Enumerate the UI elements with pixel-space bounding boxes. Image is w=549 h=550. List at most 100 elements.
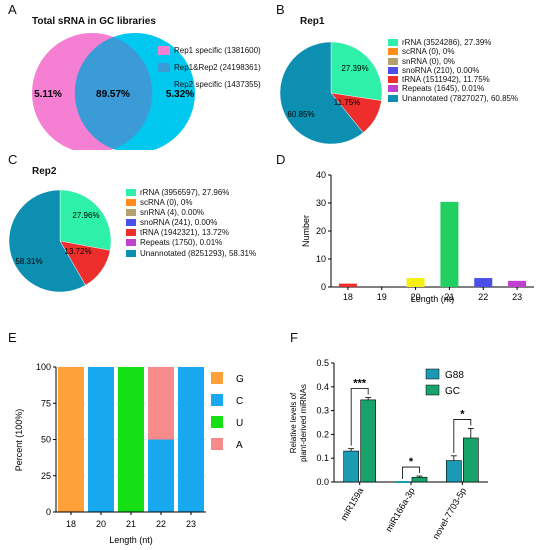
venn-diagram: 5.11% 89.57% 5.32% [32, 33, 195, 150]
legend-swatch [126, 209, 136, 217]
legend-swatch [126, 219, 136, 227]
x-tick-label: 23 [512, 292, 522, 302]
y-axis-label: plant-derived miRNAs [299, 384, 308, 462]
y-tick-label: 0.2 [316, 429, 329, 439]
y-axis-label: Percent (100%) [14, 409, 24, 472]
pie-legend-rep2: rRNA (3956597), 27.96% scRNA (0), 0% snRNA… [126, 188, 256, 259]
panel-c: C Rep2 27.96% 13.72% 58.31% rRNA (3956597)… [0, 150, 270, 305]
pie-slice-rrna [59, 189, 112, 251]
pie-legend-item: Repeats (1645), 0.01% [388, 84, 518, 93]
y-tick-label: 0.5 [316, 358, 329, 368]
panel-letter-a: A [8, 2, 17, 17]
legend-swatch-G [211, 372, 223, 384]
legend-swatch [126, 229, 136, 237]
legend-label-G88: G88 [445, 370, 464, 381]
bar-22 [474, 278, 493, 287]
legend-label-A: A [236, 440, 243, 451]
y-tick-label: 0.0 [316, 477, 329, 487]
pie-legend-item: Repeats (1750), 0.01% [126, 238, 256, 248]
legend-label-G: G [236, 374, 244, 385]
x-tick-label: 21 [126, 519, 136, 529]
legend-label: scRNA (0), 0% [140, 198, 193, 208]
legend-label: rRNA (3956597), 27.96% [140, 188, 230, 197]
pie-legend-item: rRNA (3956597), 27.96% [126, 188, 256, 198]
y-axis-label: Number [301, 215, 311, 247]
venn-legend-item: Rep1&Rep2 (24198361) [158, 62, 261, 73]
pie-legend-item: scRNA (0), 0% [126, 198, 256, 208]
pie-chart-rep1: 27.39% 11.75% 60.85% [279, 41, 383, 145]
legend-label: Rep2 specific (1437355) [174, 80, 261, 89]
significance-marker: *** [353, 378, 367, 390]
bar-23 [508, 280, 527, 287]
pie-legend-item: tRNA (1511942), 11.75% [388, 75, 518, 84]
panel-letter-c: C [8, 152, 18, 167]
bar-GC-miR166a-3p [411, 476, 428, 483]
y-tick-label: 30 [316, 198, 326, 208]
legend-label: snRNA (4), 0.00% [140, 208, 205, 218]
venn-overlap [74, 36, 153, 150]
bar-segment-G-18 [58, 367, 84, 512]
legend-label: rRNA (3524286), 27.39% [402, 38, 492, 47]
pie-legend-item: snRNA (0), 0% [388, 57, 518, 66]
significance-bracket [350, 388, 369, 446]
legend-label: snRNA (0), 0% [402, 56, 455, 66]
legend-label: tRNA (1942321), 13.72% [140, 228, 229, 238]
bar-20 [406, 278, 425, 287]
base-composition-chart: 18 20 21 22 23 0 25 50 75 100 Length (nt) Percent (… [14, 362, 244, 545]
y-tick-label: 0.4 [316, 382, 329, 392]
x-tick-label: miR159a [339, 486, 366, 522]
panel-b: B Rep1 27.39% 11.75% 60.85% rRNA (3524286)… [276, 0, 549, 150]
y-tick-label: 10 [316, 254, 326, 264]
y-axis-label: Relative levels of [289, 392, 298, 453]
x-tick-label: 22 [478, 292, 488, 302]
pie-slice-rrna [330, 41, 383, 101]
legend-label: Rep1&Rep2 (24198361) [174, 63, 261, 72]
panel-letter-e: E [8, 330, 17, 345]
legend-label: scRNA (0), 0% [402, 47, 455, 57]
significance-bracket [453, 419, 472, 453]
y-tick-label: 0.3 [316, 406, 329, 416]
bar-GC-miR159a [360, 399, 376, 483]
legend-swatch [388, 66, 398, 74]
legend-swatch [388, 94, 398, 102]
legend-swatch [126, 239, 136, 247]
panel-letter-f: F [290, 330, 298, 345]
panel-d: D 0 10 20 30 40 18 19 20 21 22 23 Length (nt) Number [276, 150, 549, 305]
panel-c-title: Rep2 [32, 166, 57, 177]
venn-label-rep2: 5.32% [166, 89, 194, 100]
x-tick-label: 23 [186, 519, 196, 529]
legend-label-C: C [236, 396, 243, 407]
legend-label-GC: GC [445, 386, 460, 397]
legend-swatch [388, 85, 398, 93]
pie-legend-item: scRNA (0), 0% [388, 47, 518, 56]
pie-slice-label: 58.31% [15, 257, 42, 266]
y-tick-label: 25 [41, 471, 51, 481]
y-tick-label: 0 [46, 507, 51, 517]
x-tick-label: novel-7703-5p [431, 486, 468, 541]
bar-segment-C-20 [88, 367, 114, 512]
pie-legend-item: snoRNA (210), 0.00% [388, 66, 518, 75]
pie-legend-item: snRNA (4), 0.00% [126, 208, 256, 218]
bar-G88-miR159a [343, 450, 359, 483]
legend-label: Unannotated (8251293), 58.31% [140, 248, 257, 258]
legend-swatch-A [211, 438, 223, 450]
legend-label: tRNA (1511942), 11.75% [402, 75, 490, 85]
legend-label: snoRNA (241), 0.00% [140, 218, 218, 228]
legend-label: Rep1 specific (1381600) [174, 46, 261, 55]
x-tick-label: 20 [411, 292, 421, 302]
bar-G88-novel-7703-5p [446, 460, 462, 483]
length-distribution-chart: 0 10 20 30 40 18 19 20 21 22 23 Length (nt) Number [301, 170, 534, 304]
bar-segment-U-21 [118, 367, 144, 512]
pie-legend-item: Unannotated (7827027), 60.85% [388, 94, 518, 103]
x-tick-label: 18 [343, 292, 353, 302]
x-tick-label: 19 [377, 292, 387, 302]
pie-slice-unannotated [279, 41, 364, 145]
y-tick-label: 100 [36, 362, 51, 372]
legend-label: Repeats (1645), 0.01% [402, 84, 485, 94]
y-tick-label: 0 [321, 282, 326, 292]
legend-label: Repeats (1750), 0.01% [140, 238, 223, 248]
legend-swatch [126, 199, 136, 207]
panel-letter-b: B [276, 2, 285, 17]
venn-label-overlap: 89.57% [96, 89, 130, 100]
significance-marker: * [460, 408, 465, 420]
